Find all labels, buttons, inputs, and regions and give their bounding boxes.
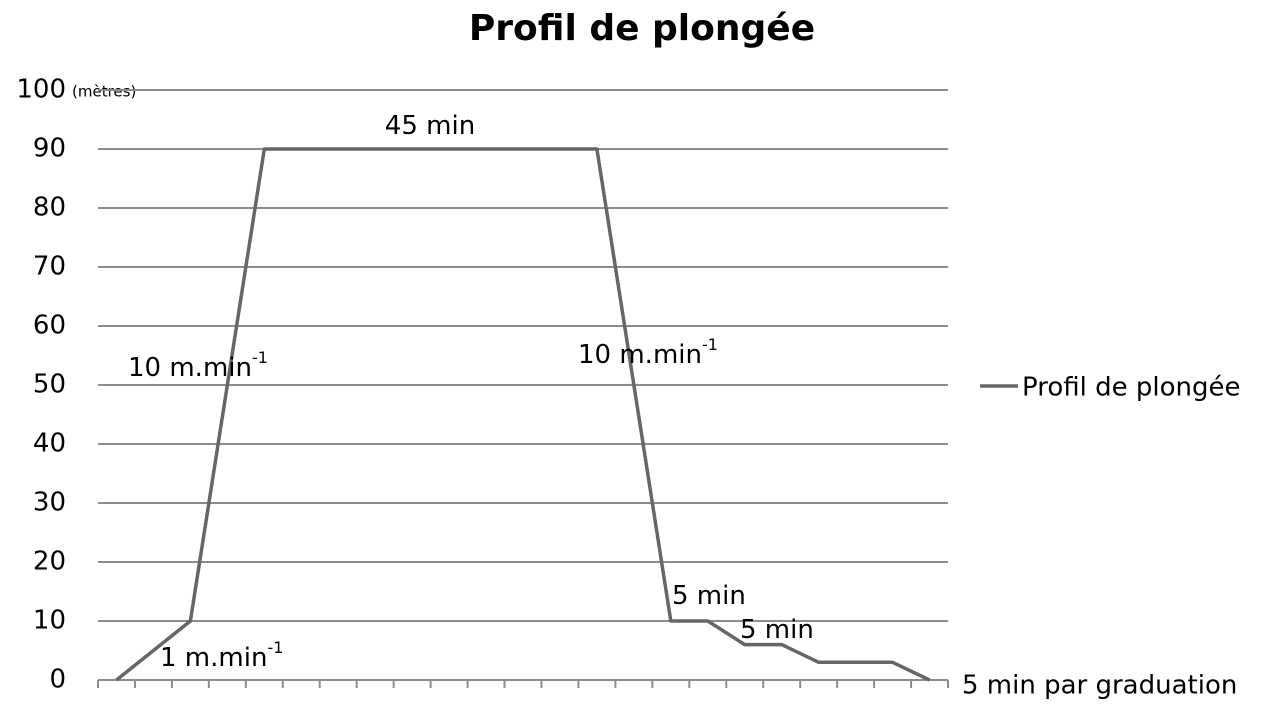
annotation-text: 45 min: [385, 111, 475, 141]
annotation-superscript: -1: [267, 638, 283, 657]
y-tick-label: 20: [33, 547, 66, 577]
y-tick-label: 40: [33, 429, 66, 459]
y-unit-label: (mètres): [72, 83, 136, 101]
y-tick-label: 100: [16, 75, 66, 105]
annotation: 1 m.min-1: [160, 638, 283, 673]
annotation-text: 5 min: [740, 615, 814, 645]
y-tick-label: 30: [33, 488, 66, 518]
y-tick-label: 0: [49, 665, 66, 695]
annotation: 5 min: [672, 581, 746, 611]
annotation: 10 m.min-1: [578, 335, 718, 370]
y-tick-label: 70: [33, 252, 66, 282]
annotation-text: 1 m.min: [160, 643, 267, 673]
line-series: [115, 147, 931, 682]
annotation: 5 min: [740, 615, 814, 645]
annotation-text: 10 m.min: [578, 340, 702, 370]
chart-title: Profil de plongée: [469, 8, 815, 49]
y-tick-label: 50: [33, 370, 66, 400]
y-tick-label: 10: [33, 606, 66, 636]
annotation: 45 min: [385, 111, 475, 141]
y-tick-label: 60: [33, 311, 66, 341]
y-tick-label: 90: [33, 134, 66, 164]
annotation-text: 5 min: [672, 581, 746, 611]
y-tick-label: 80: [33, 193, 66, 223]
annotation-superscript: -1: [252, 348, 268, 367]
x-axis-label: 5 min par graduation: [962, 671, 1237, 701]
annotation-superscript: -1: [702, 335, 718, 354]
annotation: 10 m.min-1: [128, 348, 268, 383]
annotation-text: 10 m.min: [128, 353, 252, 383]
legend-label: Profil de plongée: [1022, 373, 1241, 403]
